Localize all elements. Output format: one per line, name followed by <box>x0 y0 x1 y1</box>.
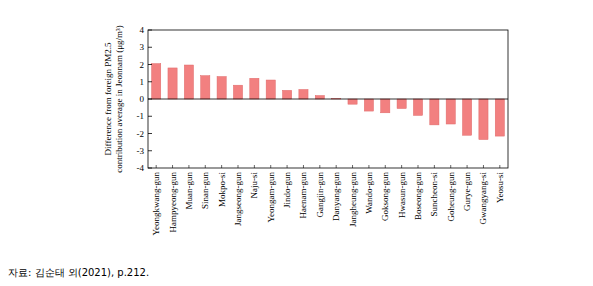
y-axis-label-line: contribution average in Jeonnam (μg/m³) <box>114 25 124 172</box>
x-tick <box>418 165 419 168</box>
x-tick <box>205 165 206 168</box>
x-tick-label: Naju-si <box>249 172 259 199</box>
bar <box>479 99 488 140</box>
x-tick <box>172 165 173 168</box>
bar <box>495 99 504 136</box>
x-tick-label: Goheung-gun <box>446 172 456 222</box>
x-tick <box>499 165 500 168</box>
x-tick-label: Jindo-gun <box>282 172 292 209</box>
y-tick-label: 4 <box>140 25 145 35</box>
x-tick <box>303 165 304 168</box>
x-tick <box>434 165 435 168</box>
bar <box>364 99 373 111</box>
x-tick <box>156 165 157 168</box>
y-tick <box>148 81 152 82</box>
y-tick-label: 0 <box>140 94 145 104</box>
x-tick-label: Boseong-gun <box>413 172 423 220</box>
x-tick <box>319 165 320 168</box>
y-tick-label: -4 <box>137 163 145 173</box>
y-tick <box>148 150 152 151</box>
frame <box>148 30 508 168</box>
y-tick <box>148 64 152 65</box>
x-tick-label: Suncheon-si <box>429 172 439 217</box>
bar <box>381 99 390 113</box>
bar <box>168 68 177 99</box>
zero-line <box>148 99 508 100</box>
x-tick-label: Sinan-gun <box>200 172 210 209</box>
bar <box>233 85 242 99</box>
x-tick-label: Haenam-gun <box>298 172 308 219</box>
bar <box>446 99 455 124</box>
x-tick <box>401 165 402 168</box>
source: 자료: 김순태 외(2021), p.212. <box>8 267 149 278</box>
y-tick-label: 2 <box>140 60 145 70</box>
x-tick <box>336 165 337 168</box>
x-tick-label: Gangjin-gun <box>315 172 325 218</box>
x-tick <box>450 165 451 168</box>
x-tick-label: Mokpo-si <box>217 172 227 208</box>
x-tick-label: Gwangyang-si <box>478 172 488 225</box>
y-axis-label: Difference from foreign PM2.5contributio… <box>103 25 124 172</box>
x-tick-label: Jangseong-gun <box>233 172 243 226</box>
x-tick <box>188 165 189 168</box>
y-tick-label: -3 <box>137 146 145 156</box>
y-tick <box>148 47 152 48</box>
x-tick <box>368 165 369 168</box>
x-tick <box>467 165 468 168</box>
x-tick-label: Danyang-gun <box>331 172 341 221</box>
x-tick <box>287 165 288 168</box>
bar <box>299 90 308 99</box>
bar <box>184 65 193 99</box>
bar <box>315 96 324 99</box>
bar <box>397 99 406 108</box>
x-tick-label: Wando-gun <box>364 172 374 214</box>
x-tick <box>385 165 386 168</box>
x-tick-label: Muan-gun <box>184 172 194 210</box>
bar <box>413 99 422 115</box>
bar <box>430 99 439 125</box>
bars <box>152 64 505 140</box>
x-tick-label: Yeongam-gun <box>266 172 276 223</box>
bar <box>250 78 259 99</box>
bar <box>283 90 292 99</box>
x-tick-label: Yeosu-si <box>495 172 505 204</box>
bar <box>463 99 472 135</box>
x-tick <box>483 165 484 168</box>
y-tick-label: 3 <box>140 42 145 52</box>
x-tick <box>238 165 239 168</box>
chart: -4 -3 -2 -1 0 1 2 3 4 Yeongkwang-gun Hampyeong-gun… <box>0 0 593 286</box>
bar <box>201 76 210 99</box>
x-tick <box>270 165 271 168</box>
y-tick <box>148 133 152 134</box>
y-axis-label-line: Difference from foreign PM2.5 <box>103 42 113 155</box>
x-tick-label: Gurye-gun <box>462 172 472 211</box>
bar <box>152 64 161 99</box>
bar <box>348 99 357 104</box>
x-tick <box>221 165 222 168</box>
y-tick-label: -2 <box>137 129 145 139</box>
x-tick-label: Hampyeong-gun <box>168 172 178 233</box>
x-tick-label: Hwasun-gun <box>397 172 407 218</box>
bar <box>266 80 275 99</box>
x-tick <box>254 165 255 168</box>
x-tick <box>352 165 353 168</box>
x-tick-label: Yeongkwang-gun <box>151 172 161 236</box>
x-tick-label: Jangheung-gun <box>348 172 358 227</box>
bar <box>217 77 226 99</box>
y-tick <box>148 116 152 117</box>
y-tick-label: -1 <box>137 111 145 121</box>
x-tick-label: Goksong-gun <box>380 172 390 221</box>
y-tick-label: 1 <box>140 77 145 87</box>
